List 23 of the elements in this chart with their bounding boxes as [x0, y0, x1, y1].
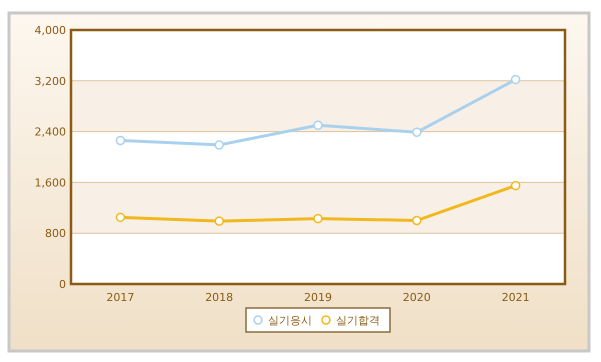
- y-tick-label: 0: [59, 278, 66, 291]
- point: [412, 127, 422, 137]
- x-tick-label: 2019: [304, 291, 332, 304]
- x-tick-label: 2017: [106, 291, 134, 304]
- y-tick-label: 3,200: [34, 74, 66, 88]
- point: [313, 214, 323, 224]
- x-tick-label: 2020: [402, 291, 431, 304]
- point: [412, 216, 422, 226]
- point: [214, 140, 224, 150]
- y-tick-label: 4,000: [34, 24, 66, 37]
- point: [313, 120, 323, 130]
- x-tick-label: 2018: [205, 291, 234, 304]
- point: [116, 136, 126, 146]
- point: [510, 74, 520, 84]
- y-tick-label: 800: [45, 227, 66, 240]
- point: [510, 180, 520, 190]
- legend-label: 실기합격: [336, 314, 380, 327]
- y-tick-label: 2,400: [34, 126, 66, 139]
- y-tick-label: 1,600: [34, 176, 66, 190]
- point: [214, 216, 224, 226]
- x-tick-label: 2021: [502, 291, 530, 304]
- legend-label: 실기응시: [268, 314, 312, 327]
- point: [116, 212, 126, 222]
